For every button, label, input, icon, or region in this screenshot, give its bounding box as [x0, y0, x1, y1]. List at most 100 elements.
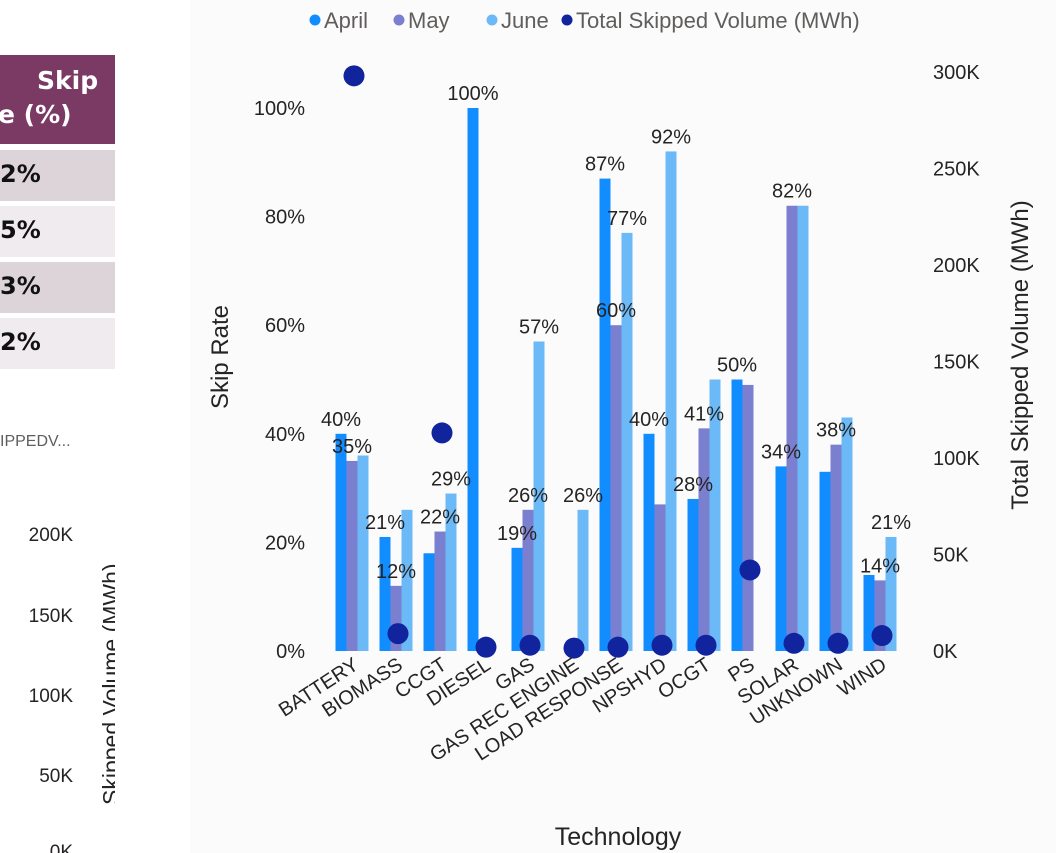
left-y-tick: 50K	[39, 766, 73, 787]
bar	[434, 531, 446, 651]
bar	[335, 433, 347, 651]
y2-axis-title: Total Skipped Volume (MWh)	[1007, 200, 1034, 509]
bar	[874, 580, 886, 651]
data-label: 40%	[629, 409, 669, 431]
y-axis-title: Skip Rate	[207, 305, 234, 409]
bar	[423, 553, 435, 651]
canvas-gutter	[115, 0, 190, 853]
data-label: 38%	[816, 420, 856, 442]
y-tick-label: 20%	[265, 532, 305, 554]
bar	[522, 509, 534, 651]
table-row: 3%	[0, 262, 115, 313]
bar	[445, 493, 457, 651]
bar	[830, 444, 842, 651]
table-row: 5%	[0, 206, 115, 257]
volume-marker	[871, 625, 893, 647]
data-label: 57%	[519, 316, 559, 338]
bar	[665, 151, 677, 651]
left-y-tick: 200K	[28, 525, 73, 546]
volume-marker	[431, 422, 453, 444]
bar	[654, 504, 666, 651]
data-label: 100%	[447, 83, 498, 105]
y2-tick-label: 50K	[933, 545, 969, 567]
data-label: 60%	[596, 300, 636, 322]
volume-marker	[475, 636, 497, 658]
legend-label: June	[501, 8, 549, 33]
data-label: 87%	[585, 154, 625, 176]
x-axis-title: Technology	[555, 823, 682, 851]
bar	[643, 433, 655, 651]
y2-tick-label: 200K	[933, 255, 980, 277]
bar	[621, 232, 633, 651]
data-label: 50%	[717, 355, 757, 377]
data-label: 41%	[684, 403, 724, 425]
bar	[709, 379, 721, 651]
data-label: 22%	[420, 507, 460, 529]
data-label: 26%	[563, 485, 603, 507]
table-column-header[interactable]: Skip e (%)	[0, 55, 115, 144]
volume-marker	[651, 634, 673, 656]
left-table-visual: Skip e (%) 2% 5% 3% 2% IPPEDV... 200K 15…	[0, 0, 115, 853]
data-label: 28%	[673, 474, 713, 496]
y2-tick-label: 250K	[933, 159, 980, 181]
bar	[775, 466, 787, 651]
bar	[885, 536, 897, 651]
left-y-tick: 0K	[49, 842, 73, 853]
data-label: 35%	[332, 436, 372, 458]
volume-marker	[387, 623, 409, 645]
volume-marker	[739, 559, 761, 581]
data-label: 19%	[497, 523, 537, 545]
table-row: 2%	[0, 318, 115, 369]
bar	[511, 547, 523, 651]
data-label: 14%	[860, 555, 900, 577]
bar	[687, 498, 699, 651]
header-line-1: Skip	[37, 66, 99, 95]
x-tick-label: WIND	[834, 654, 891, 701]
volume-marker	[607, 636, 629, 658]
y2-tick-label: 0K	[933, 641, 958, 663]
table-row: 2%	[0, 150, 115, 201]
bar	[742, 384, 754, 651]
y-tick-label: 60%	[265, 315, 305, 337]
bar	[863, 574, 875, 651]
field-label: IPPEDV...	[0, 433, 71, 450]
y-tick-label: 80%	[265, 207, 305, 229]
volume-marker	[519, 634, 541, 656]
data-label: 21%	[871, 512, 911, 534]
bar	[467, 108, 479, 651]
data-label: 92%	[651, 126, 691, 148]
y-tick-label: 100%	[254, 98, 305, 120]
data-label: 40%	[321, 409, 361, 431]
bar	[797, 205, 809, 652]
data-label: 26%	[508, 485, 548, 507]
y2-tick-label: 300K	[933, 62, 980, 84]
volume-marker	[343, 65, 365, 87]
bar	[533, 341, 545, 651]
bar	[346, 460, 358, 651]
bar	[599, 178, 611, 651]
legend-label: May	[408, 8, 450, 33]
bar	[577, 509, 589, 651]
bar	[357, 455, 369, 651]
left-y-tick: 150K	[28, 606, 73, 627]
bar	[698, 428, 710, 651]
data-label: 82%	[772, 181, 812, 203]
bar	[379, 536, 391, 651]
data-label: 77%	[607, 208, 647, 230]
bar	[731, 379, 743, 651]
bar	[401, 509, 413, 651]
header-line-2: e (%)	[0, 100, 72, 129]
bar	[610, 325, 622, 651]
data-label: 34%	[761, 441, 801, 463]
volume-marker	[827, 632, 849, 654]
bar	[390, 585, 402, 651]
legend-marker	[393, 14, 405, 26]
data-label: 29%	[431, 469, 471, 491]
legend-label: Total Skipped Volume (MWh)	[576, 8, 860, 33]
y-tick-label: 0%	[276, 641, 305, 663]
bar	[819, 471, 831, 651]
legend-marker	[486, 14, 498, 26]
bar	[841, 417, 853, 651]
bar	[786, 205, 798, 652]
